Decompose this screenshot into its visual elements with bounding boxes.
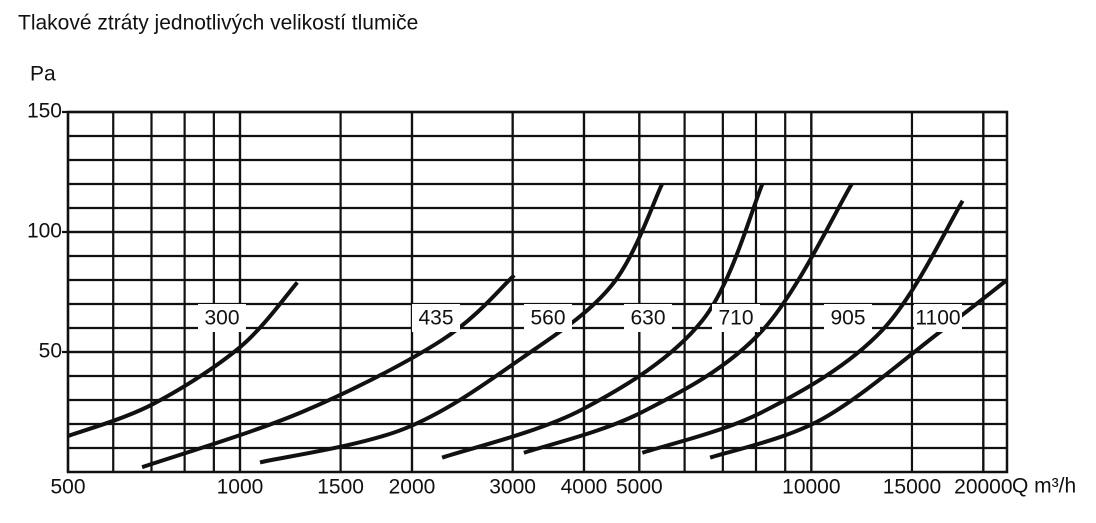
- label-box: [824, 304, 872, 332]
- plot-frame: [66, 110, 1009, 474]
- x-tick-label: 2000: [389, 476, 436, 499]
- curve: [259, 183, 664, 465]
- y-axis-label: Pa: [30, 63, 56, 86]
- x-tick-label: 1000: [217, 476, 264, 499]
- x-tick-label: 15000: [883, 476, 941, 499]
- curve: [641, 199, 965, 455]
- x-tick-label: 3000: [489, 476, 536, 499]
- y-tick-label: 100: [27, 220, 62, 243]
- curve: [67, 281, 299, 438]
- curve-label: 435: [418, 307, 453, 330]
- curve-label: 905: [830, 307, 865, 330]
- x-tick-label: 4000: [561, 476, 608, 499]
- curve: [709, 278, 1009, 460]
- curve-label: 300: [204, 307, 239, 330]
- y-tick-label: 50: [39, 340, 62, 363]
- label-box: [198, 304, 246, 332]
- curve-label: 560: [530, 307, 565, 330]
- label-box: [524, 304, 572, 332]
- x-tick-label: 5000: [616, 476, 663, 499]
- curve-label: 710: [718, 307, 753, 330]
- label-box: [412, 304, 460, 332]
- x-tick-label: 500: [50, 476, 85, 499]
- x-tick-label: 20000: [954, 476, 1012, 499]
- label-box: [914, 304, 962, 332]
- label-box: [712, 304, 760, 332]
- x-tick-label: 1500: [317, 476, 364, 499]
- x-axis-label: Q m³/h: [1012, 475, 1076, 498]
- curve: [441, 183, 765, 460]
- curve: [523, 182, 854, 455]
- chart-title: Tlakové ztráty jednotlivých velikostí tl…: [18, 12, 418, 35]
- label-box: [624, 304, 672, 332]
- y-tick-label: 150: [27, 100, 62, 123]
- curve-label: 630: [630, 307, 665, 330]
- curve-label: 1100: [915, 307, 960, 330]
- x-tick-label: 10000: [782, 476, 840, 499]
- curve: [141, 273, 516, 470]
